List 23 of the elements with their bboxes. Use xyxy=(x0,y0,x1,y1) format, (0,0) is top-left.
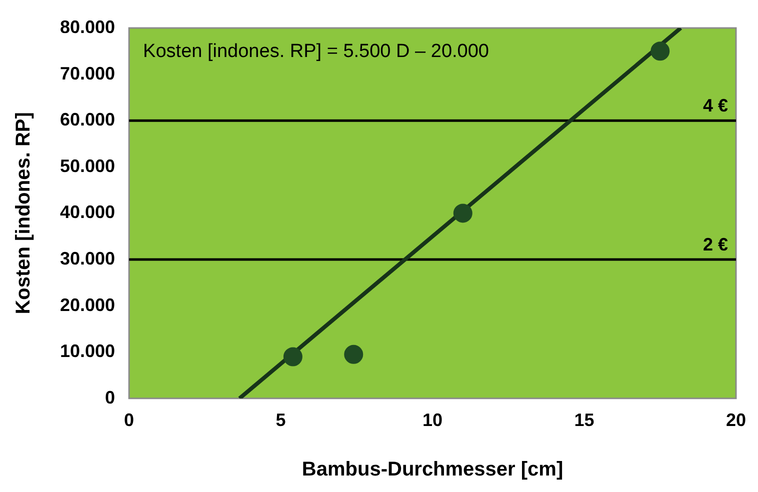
y-tick-label: 50.000 xyxy=(60,156,116,176)
x-tick-label: 10 xyxy=(422,410,443,430)
y-axis-title: Kosten [indones. RP] xyxy=(12,112,35,314)
point xyxy=(453,204,472,223)
y-tick-label: 40.000 xyxy=(60,202,116,222)
x-tick-label: 5 xyxy=(276,410,286,430)
x-tick-label: 0 xyxy=(124,410,134,430)
x-axis-title: Bambus-Durchmesser [cm] xyxy=(302,458,564,481)
point xyxy=(344,344,364,364)
y-tick-label: 30.000 xyxy=(60,248,116,268)
y-tick-label: 0 xyxy=(105,387,116,408)
ref-line-label: 2 € xyxy=(702,234,728,254)
y-tick-label: 10.000 xyxy=(60,341,116,362)
x-tick-label: 15 xyxy=(574,410,594,430)
y-tick-label: 60.000 xyxy=(60,110,116,130)
y-tick-label: 70.000 xyxy=(60,63,116,84)
point xyxy=(283,347,302,366)
x-tick-label: 20 xyxy=(726,410,746,430)
y-tick-label: 20.000 xyxy=(60,294,116,315)
ref-line-label: 4 € xyxy=(702,96,728,116)
point xyxy=(650,42,670,61)
y-tick-label: 80.000 xyxy=(60,16,116,37)
annotation: Kosten [indones. RP] = 5.500 D – 20.000 xyxy=(143,41,489,62)
